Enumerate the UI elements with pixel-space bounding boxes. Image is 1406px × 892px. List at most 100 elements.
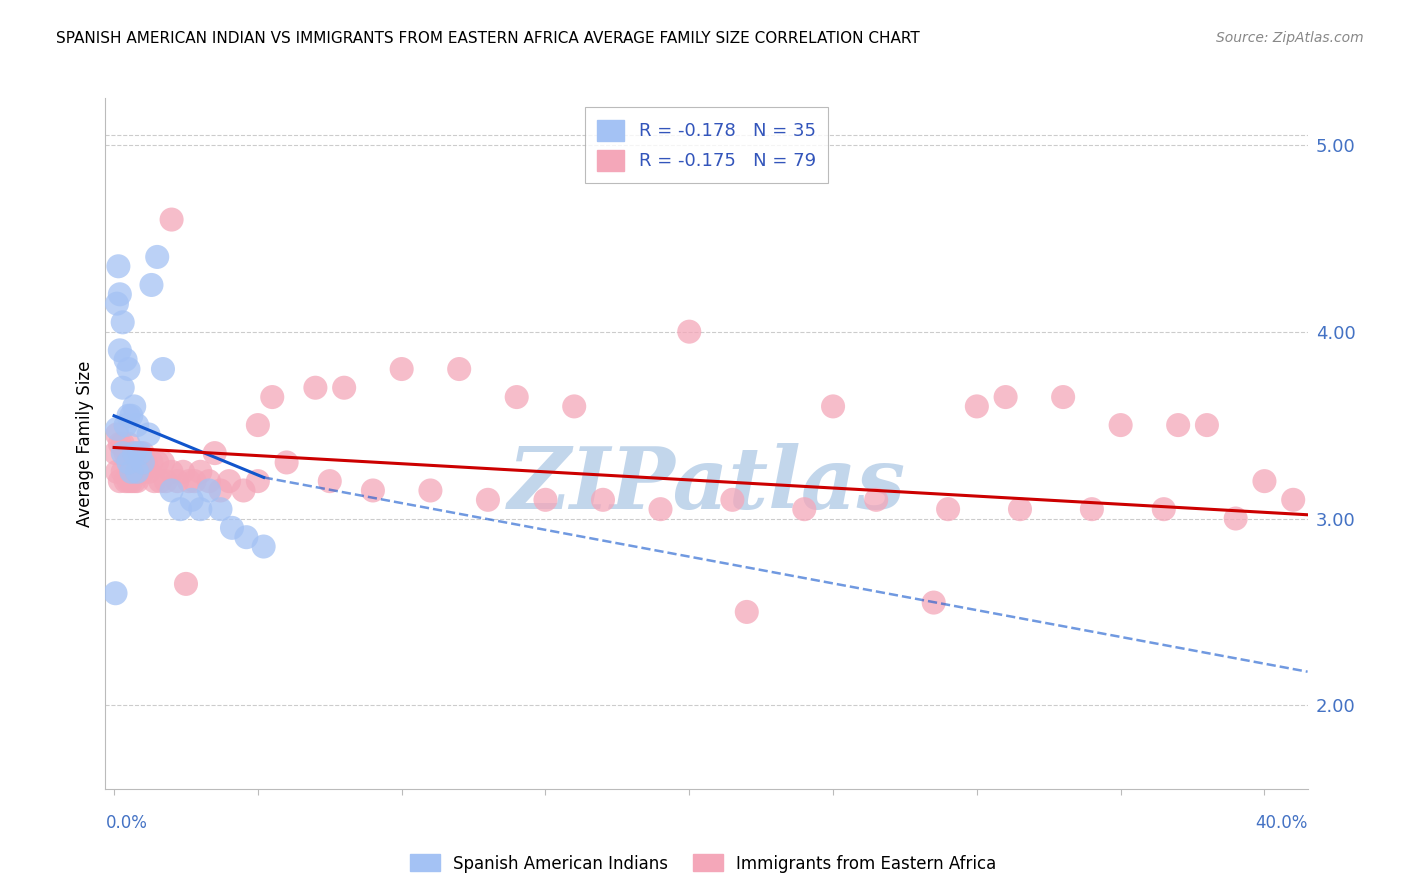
Text: Source: ZipAtlas.com: Source: ZipAtlas.com <box>1216 31 1364 45</box>
Point <box>246 418 269 433</box>
Point <box>111 465 134 479</box>
Point <box>105 422 128 436</box>
Point <box>391 362 413 376</box>
Point <box>104 586 127 600</box>
Point <box>122 446 145 460</box>
Point <box>188 502 212 516</box>
Point <box>132 455 155 469</box>
Point <box>218 474 240 488</box>
Point <box>735 605 758 619</box>
Point <box>1008 502 1031 516</box>
Point <box>1081 502 1104 516</box>
Point <box>994 390 1017 404</box>
Point <box>155 474 177 488</box>
Point <box>108 437 131 451</box>
Point <box>129 455 152 469</box>
Point <box>177 474 200 488</box>
Point <box>865 492 887 507</box>
Point <box>160 483 183 498</box>
Point <box>166 474 188 488</box>
Point <box>108 287 131 301</box>
Point <box>262 390 284 404</box>
Point <box>117 437 139 451</box>
Point <box>221 521 243 535</box>
Point <box>127 418 149 433</box>
Point <box>477 492 499 507</box>
Point <box>506 390 529 404</box>
Point <box>108 343 131 358</box>
Point <box>174 577 197 591</box>
Point <box>721 492 744 507</box>
Point <box>922 596 945 610</box>
Point <box>449 362 471 376</box>
Point <box>111 437 134 451</box>
Point <box>172 465 194 479</box>
Point <box>1167 418 1189 433</box>
Point <box>1225 511 1247 525</box>
Point <box>198 483 221 498</box>
Point <box>188 465 212 479</box>
Point <box>160 212 183 227</box>
Point <box>146 250 169 264</box>
Point <box>152 362 174 376</box>
Text: 0.0%: 0.0% <box>105 814 148 831</box>
Point <box>117 409 139 423</box>
Point <box>122 474 145 488</box>
Point <box>114 446 136 460</box>
Point <box>114 352 136 367</box>
Point <box>141 277 163 292</box>
Point <box>111 446 134 460</box>
Point <box>138 427 160 442</box>
Point <box>534 492 557 507</box>
Point <box>117 362 139 376</box>
Point <box>127 446 149 460</box>
Point <box>149 474 172 488</box>
Point <box>246 474 269 488</box>
Point <box>361 483 384 498</box>
Point <box>562 400 585 414</box>
Legend: R = -0.178   N = 35, R = -0.175   N = 79: R = -0.178 N = 35, R = -0.175 N = 79 <box>585 107 828 183</box>
Point <box>105 296 128 310</box>
Point <box>678 325 700 339</box>
Point <box>105 427 128 442</box>
Point <box>966 400 988 414</box>
Point <box>1253 474 1275 488</box>
Point <box>333 381 356 395</box>
Point <box>793 502 815 516</box>
Point <box>114 474 136 488</box>
Point <box>936 502 959 516</box>
Point <box>1195 418 1218 433</box>
Point <box>122 400 145 414</box>
Point <box>129 446 152 460</box>
Point <box>232 483 254 498</box>
Point <box>209 502 232 516</box>
Point <box>132 446 155 460</box>
Point <box>1153 502 1175 516</box>
Point <box>180 492 202 507</box>
Point <box>204 446 226 460</box>
Point <box>1109 418 1132 433</box>
Point <box>592 492 614 507</box>
Y-axis label: Average Family Size: Average Family Size <box>76 360 94 527</box>
Point <box>152 455 174 469</box>
Point <box>276 455 298 469</box>
Point <box>1052 390 1074 404</box>
Point <box>198 474 221 488</box>
Point <box>253 540 276 554</box>
Point <box>138 465 160 479</box>
Point <box>146 455 169 469</box>
Point <box>114 418 136 433</box>
Point <box>419 483 441 498</box>
Point <box>821 400 844 414</box>
Point <box>120 474 142 488</box>
Point <box>132 465 155 479</box>
Point <box>127 474 149 488</box>
Point <box>141 455 163 469</box>
Text: 40.0%: 40.0% <box>1256 814 1308 831</box>
Point <box>169 502 191 516</box>
Point <box>1282 492 1305 507</box>
Legend: Spanish American Indians, Immigrants from Eastern Africa: Spanish American Indians, Immigrants fro… <box>404 847 1002 880</box>
Point <box>117 446 139 460</box>
Point <box>209 483 232 498</box>
Point <box>235 530 257 544</box>
